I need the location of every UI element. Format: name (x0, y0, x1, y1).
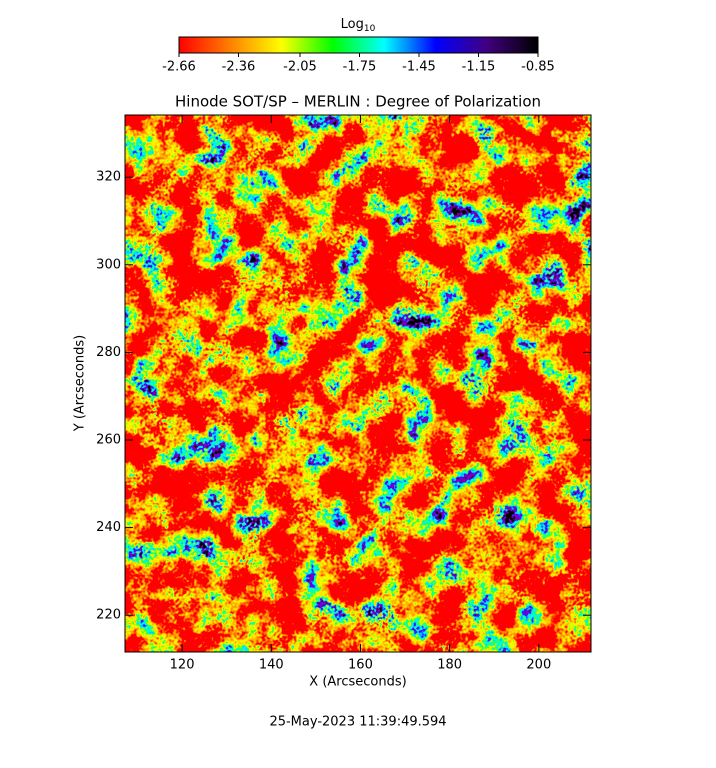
colorbar-label: Log10 (341, 17, 376, 34)
x-tick-label: 120 (170, 658, 195, 673)
colorbar-tick-label: -1.45 (402, 60, 436, 75)
y-axis-label: Y (Arcseconds) (73, 335, 88, 432)
x-tick-label: 140 (259, 658, 284, 673)
y-tick-label: 320 (96, 170, 121, 185)
colorbar-tick-label: -2.36 (222, 60, 256, 75)
polarization-map (125, 115, 591, 652)
x-tick-label: 200 (526, 658, 551, 673)
x-tick-label: 160 (348, 658, 373, 673)
colorbar-tick-label: -2.05 (283, 60, 317, 75)
colorbar-tick-label: -1.15 (462, 60, 496, 75)
y-tick-label: 300 (96, 257, 121, 272)
colorbar-tick-label: -2.66 (162, 60, 196, 75)
y-tick-label: 280 (96, 345, 121, 360)
colorbar-tick-label: -0.85 (521, 60, 555, 75)
y-tick-label: 260 (96, 433, 121, 448)
y-tick-label: 220 (96, 608, 121, 623)
chart-title: Hinode SOT/SP – MERLIN : Degree of Polar… (175, 93, 541, 111)
colorbar-tick-label: -1.75 (343, 60, 377, 75)
timestamp: 25-May-2023 11:39:49.594 (269, 715, 446, 730)
x-tick-label: 180 (437, 658, 462, 673)
x-axis-label: X (Arcseconds) (309, 675, 406, 690)
plot-frame (124, 114, 592, 653)
y-tick-label: 240 (96, 520, 121, 535)
colorbar (178, 36, 539, 54)
